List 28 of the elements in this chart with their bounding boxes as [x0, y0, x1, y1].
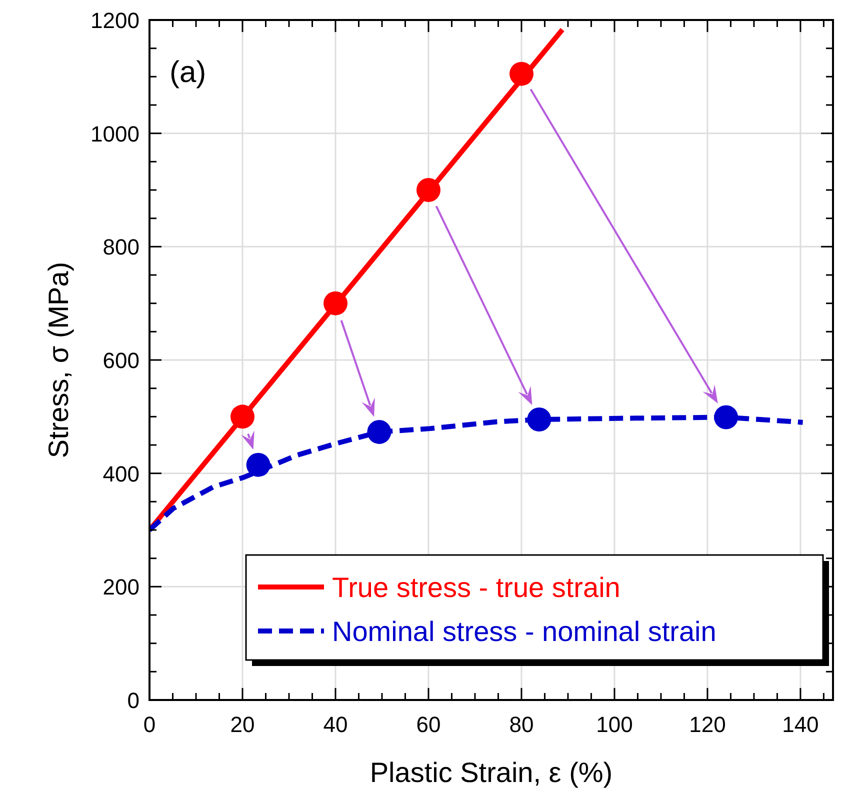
y-tick-label: 800 — [102, 234, 140, 260]
x-tick-label: 20 — [230, 712, 255, 737]
point — [527, 408, 552, 432]
legend-label: True stress - true strain — [332, 572, 620, 603]
y-axis-title: Stress, σ (MPa) — [43, 262, 74, 458]
point — [323, 291, 348, 316]
x-tick-label: 100 — [596, 712, 633, 737]
point — [246, 452, 270, 477]
x-tick-label: 80 — [509, 712, 534, 737]
point — [416, 178, 440, 202]
legend-label: Nominal stress - nominal strain — [332, 616, 716, 647]
annotation: (a) — [170, 56, 206, 89]
point — [509, 62, 534, 86]
x-tick-label: 60 — [416, 712, 441, 737]
x-tick-label: 120 — [689, 712, 726, 737]
y-tick-label: 600 — [102, 348, 140, 373]
point — [714, 405, 738, 430]
x-tick-label: 40 — [323, 712, 348, 737]
point — [367, 420, 392, 444]
point — [230, 404, 254, 429]
y-tick-label: 400 — [102, 461, 140, 486]
x-tick-label: 0 — [143, 712, 156, 737]
y-tick-label: 1200 — [90, 8, 140, 33]
y-tick-label: 200 — [102, 574, 140, 600]
x-tick-label: 140 — [782, 712, 819, 737]
y-tick-label: 0 — [127, 688, 140, 713]
x-axis-title: Plastic Strain, ε (%) — [370, 757, 613, 788]
y-tick-label: 1000 — [90, 121, 140, 146]
